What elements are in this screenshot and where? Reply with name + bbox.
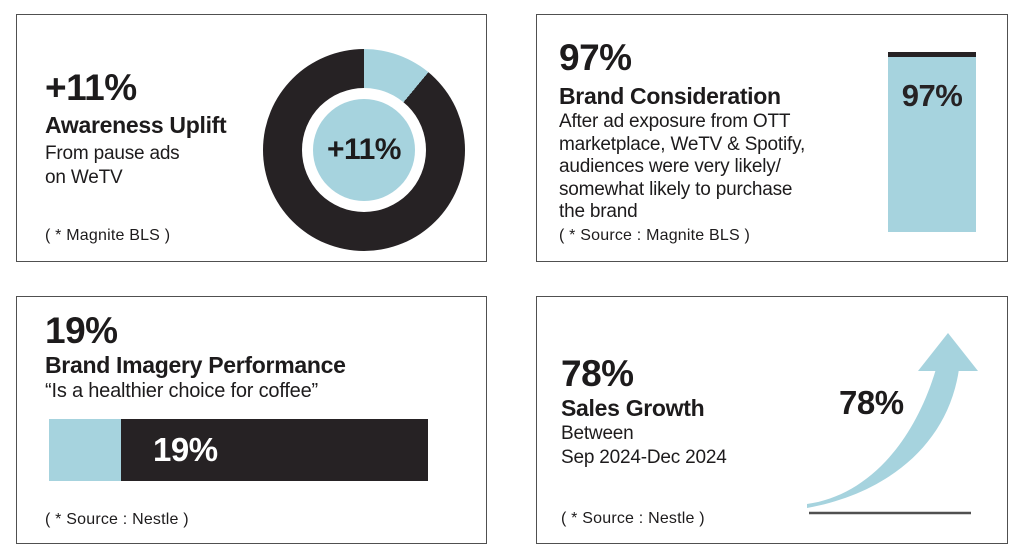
source-note: ( * Source : Nestle ) [561,510,705,527]
growth-arrow-chart [795,319,997,521]
card-quote: “Is a healthier choice for coffee” [45,380,318,402]
source-note: ( * Source : Nestle ) [45,511,189,528]
horizontal-bar-chart: 19% [49,419,428,481]
stat-value: 78% [561,353,634,394]
growth-arrow-icon [807,333,978,515]
stat-value: 19% [45,310,118,351]
card-title: Brand Imagery Performance [45,352,346,378]
card-title: Brand Consideration [559,83,781,109]
hbar-highlight [49,419,121,481]
stat-value: 97% [559,37,632,78]
source-note: ( * Magnite BLS ) [45,227,171,244]
donut-chart: +11% [263,49,465,251]
card-description: From pause ads on WeTV [45,143,180,188]
arrow-swoosh [807,369,959,508]
card-awareness-uplift: +11% Awareness Uplift From pause ads on … [16,14,487,262]
card-description: Between Sep 2024-Dec 2024 [561,423,727,468]
card-sales-growth: 78% Sales Growth Between Sep 2024-Dec 20… [536,296,1008,544]
donut-center-label: +11% [327,133,401,166]
card-title: Sales Growth [561,395,705,421]
source-note: ( * Source : Magnite BLS ) [559,227,751,244]
vertical-bar-chart: 97% [888,52,976,232]
card-brand-imagery: 19% Brand Imagery Performance “Is a heal… [16,296,487,544]
card-description: After ad exposure from OTT marketplace, … [559,111,806,222]
vbar-data-label: 97% [901,78,963,113]
vbar-fill [888,57,976,232]
card-title: Awareness Uplift [45,112,227,138]
arrow-head [918,333,978,371]
arrow-data-label: 78% [839,384,904,421]
stat-value: +11% [45,67,137,108]
card-brand-consideration: 97% Brand Consideration After ad exposur… [536,14,1008,262]
donut-center-badge: +11% [313,99,415,201]
hbar-data-label: 19% [153,431,218,468]
